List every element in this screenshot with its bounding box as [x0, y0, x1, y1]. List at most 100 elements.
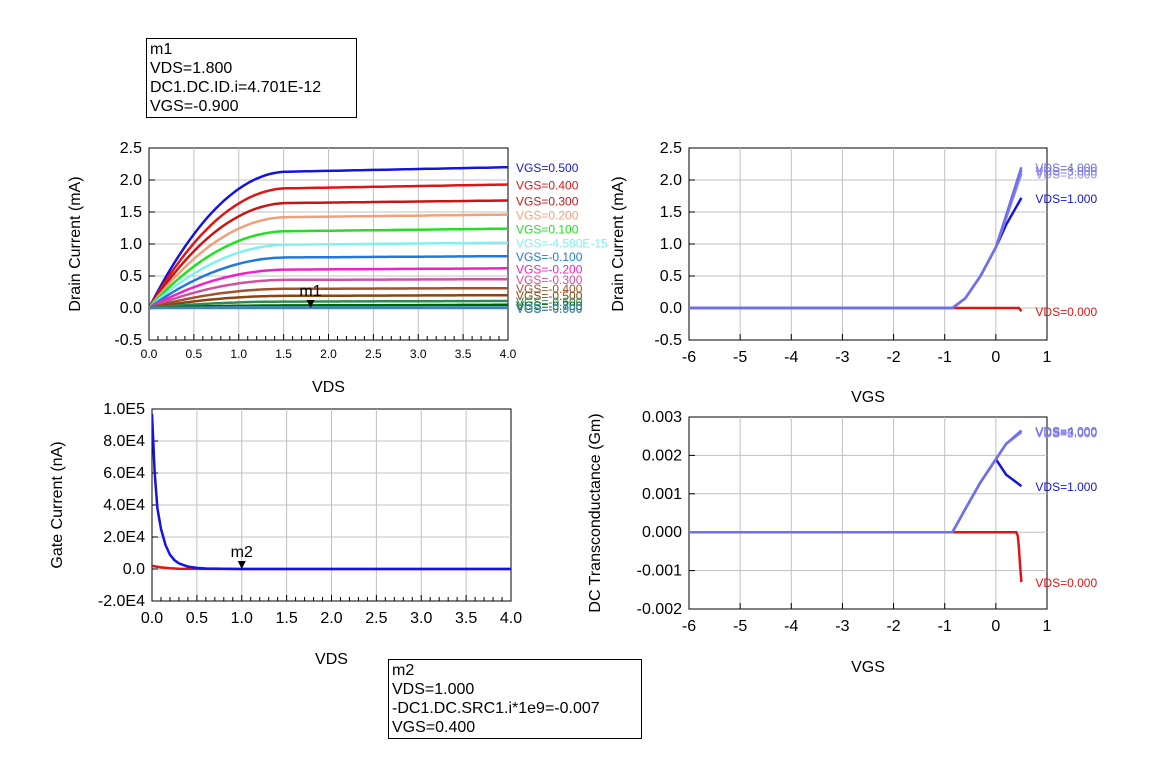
x-tick-label: -1 — [938, 618, 952, 635]
x-tick-label: 0.5 — [186, 610, 208, 627]
y-axis-label: Drain Current (mA) — [67, 176, 84, 311]
marker-m2-line-3: VGS=0.400 — [392, 719, 476, 736]
y-tick-label: -0.5 — [654, 332, 682, 349]
series-label: VDS=0.000 — [1035, 576, 1097, 590]
series-label: VGS=-0.700 — [516, 299, 583, 313]
marker-m2-readout: m2 VDS=1.000 -DC1.DC.SRC1.i*1e9=-0.007 V… — [388, 659, 642, 739]
series-label: VGS=0.500 — [516, 161, 579, 175]
x-tick-label: 1.0 — [230, 347, 247, 361]
series-line — [149, 286, 508, 310]
x-tick-label: 2.0 — [320, 610, 342, 627]
series-line — [689, 429, 1023, 534]
marker-m1-line-2: DC1.DC.ID.i=4.701E-12 — [150, 79, 322, 96]
y-tick-label: 2.0 — [120, 172, 142, 189]
series-label: VDS=0.000 — [1035, 305, 1097, 319]
marker-m1-readout: m1 VDS=1.800 DC1.DC.ID.i=4.701E-12 VGS=-… — [146, 38, 357, 118]
x-tick-label: 2.5 — [365, 347, 382, 361]
y-tick-label: 8.0E4 — [103, 433, 145, 450]
x-tick-label: 1.5 — [276, 610, 298, 627]
y-tick-label: 0.0 — [660, 300, 682, 317]
x-tick-label: 0.5 — [186, 347, 203, 361]
x-tick-label: 0.0 — [141, 347, 158, 361]
series-label: VGS=0.400 — [516, 178, 579, 192]
y-tick-label: 0.000 — [642, 524, 682, 541]
y-tick-label: -2.0E4 — [98, 593, 145, 610]
series-label: VGS=0.100 — [516, 223, 579, 237]
marker-m2-line-1: VDS=1.000 — [392, 681, 475, 698]
y-tick-label: -0.001 — [637, 563, 682, 580]
series-label: VGS=-0.900 — [516, 302, 583, 316]
chart-gate_vs_vds: 0.0 0.5 1.0 1.5 2.0 2.5 3.0 3.5 4.0-2.0E40.02.0E… — [49, 401, 522, 668]
y-tick-label: 0.001 — [642, 486, 682, 503]
series-label: VGS=0.200 — [516, 209, 579, 223]
x-axis-label: VGS — [851, 659, 885, 676]
x-tick-label: 2.0 — [320, 347, 337, 361]
x-tick-label: -6 — [682, 618, 696, 635]
x-tick-label: -1 — [938, 349, 952, 366]
series-line — [149, 293, 508, 310]
x-tick-label: 0 — [991, 349, 1000, 366]
x-tick-label: -2 — [886, 349, 900, 366]
y-tick-label: 2.0 — [660, 172, 682, 189]
series-line — [149, 299, 508, 310]
chart-drain_vs_vgs: -6 -5 -4 -3 -2 -1 0 1 -0.5 0.0 0.5 1.0 1.5 2.0 2.5 VGS D… — [610, 140, 1097, 406]
marker-m1-label: m1 — [299, 283, 321, 300]
marker-m2-label: m2 — [231, 544, 253, 561]
y-tick-label: 0.5 — [660, 268, 682, 285]
y-tick-label: -0.002 — [637, 601, 682, 618]
y-tick-label: 1.0 — [120, 236, 142, 253]
x-tick-label: -5 — [733, 349, 747, 366]
series-label: VDS=3.000 — [1035, 426, 1097, 440]
y-axis-label: DC Transconductance (Gm) — [587, 413, 604, 612]
y-tick-label: 2.5 — [660, 140, 682, 157]
y-tick-label: 1.5 — [660, 204, 682, 221]
series-label: VGS=-0.400 — [516, 282, 583, 296]
x-tick-label: -2 — [886, 618, 900, 635]
marker-m2-line-2: -DC1.DC.SRC1.i*1e9=-0.007 — [392, 700, 600, 717]
series-line — [149, 213, 508, 309]
series-label: VGS=-4.580E-15 — [516, 237, 608, 251]
y-tick-label: 0.0 — [123, 561, 145, 578]
plot-area-gm_vs_vgs — [688, 416, 1048, 610]
series-label: VDS=2.000 — [1035, 426, 1097, 440]
x-tick-label: 0.0 — [141, 610, 163, 627]
marker-m1-line-1: VDS=1.800 — [150, 60, 233, 77]
series-line — [149, 241, 508, 309]
y-tick-label: 6.0E4 — [103, 465, 145, 482]
y-tick-label: 1.5 — [120, 204, 142, 221]
x-tick-label: -3 — [835, 349, 849, 366]
x-tick-label: -6 — [682, 349, 696, 366]
series-label: VDS=2.000 — [1035, 168, 1097, 182]
series-line — [152, 413, 511, 571]
y-tick-label: 4.0E4 — [103, 497, 145, 514]
y-tick-label: 2.0E4 — [103, 529, 145, 546]
x-tick-label: 3.0 — [410, 610, 432, 627]
series-line — [149, 303, 508, 310]
series-label: VGS=-0.600 — [516, 295, 583, 309]
x-axis-label: VDS — [315, 651, 348, 668]
series-label: VDS=3.000 — [1035, 164, 1097, 178]
x-tick-label: 3.5 — [455, 347, 472, 361]
x-tick-label: 3.0 — [410, 347, 427, 361]
series-label: VGS=-0.100 — [516, 250, 583, 264]
series-line — [149, 267, 508, 310]
x-axis-label: VGS — [851, 389, 885, 406]
series-label: VGS=-0.800 — [516, 301, 583, 315]
series-label: VDS=4.000 — [1035, 424, 1097, 438]
marker-m2-name: m2 — [392, 662, 415, 679]
marker-m1-triangle — [306, 300, 315, 308]
series-label: VDS=4.000 — [1035, 161, 1097, 175]
series-label: VGS=0.300 — [516, 194, 579, 208]
x-tick-label: -4 — [784, 618, 798, 635]
x-tick-label: 4.0 — [500, 610, 522, 627]
y-tick-label: 1.0 — [660, 236, 682, 253]
x-tick-label: -3 — [835, 618, 849, 635]
series-label: VDS=1.000 — [1035, 192, 1097, 206]
series-line — [149, 199, 508, 309]
y-axis-label: Gate Current (nA) — [49, 441, 66, 568]
x-tick-label: -4 — [784, 349, 798, 366]
x-tick-label: 1.5 — [275, 347, 292, 361]
y-tick-label: 0.002 — [642, 447, 682, 464]
y-tick-label: -0.5 — [114, 332, 142, 349]
